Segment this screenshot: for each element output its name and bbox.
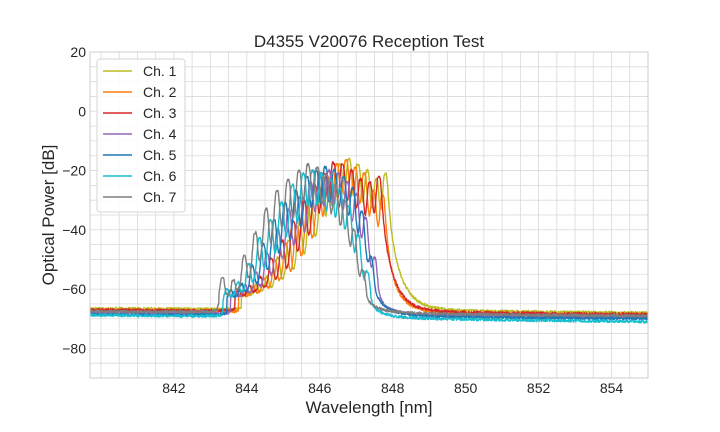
y-tick-label: −40 xyxy=(62,222,86,238)
x-tick-label: 846 xyxy=(308,380,332,396)
series-line-ch-7 xyxy=(89,162,649,318)
y-axis-label: Optical Power [dB] xyxy=(39,145,58,286)
x-tick-label: 844 xyxy=(235,380,259,396)
series-line-ch-3 xyxy=(89,161,649,317)
y-tick-label: 0 xyxy=(78,103,86,119)
y-tick-labels: 20 0 −20 −40 −60 −80 xyxy=(62,44,86,356)
y-tick-label: −20 xyxy=(62,163,86,179)
legend-label: Ch. 7 xyxy=(143,189,177,205)
legend-label: Ch. 2 xyxy=(143,84,177,100)
series-layer xyxy=(89,157,649,324)
y-tick-label: −80 xyxy=(62,340,86,356)
legend-label: Ch. 4 xyxy=(143,126,177,142)
y-tick-label: −60 xyxy=(62,281,86,297)
x-tick-label: 854 xyxy=(600,380,624,396)
legend-label: Ch. 6 xyxy=(143,168,177,184)
x-axis-label: Wavelength [nm] xyxy=(306,398,433,417)
legend: Ch. 1 Ch. 2 Ch. 3 Ch. 4 Ch. 5 Ch. 6 Ch. 7 xyxy=(96,58,186,213)
x-tick-label: 850 xyxy=(454,380,478,396)
x-tick-labels: 842 844 846 848 850 852 854 xyxy=(162,380,623,396)
y-tick-label: 20 xyxy=(70,44,86,60)
legend-label: Ch. 5 xyxy=(143,147,177,163)
plot-frame xyxy=(89,51,649,379)
chart-title: D4355 V20076 Reception Test xyxy=(254,32,485,51)
legend-box xyxy=(96,58,186,213)
x-tick-label: 848 xyxy=(381,380,405,396)
legend-label: Ch. 1 xyxy=(143,63,177,79)
legend-label: Ch. 3 xyxy=(143,105,177,121)
x-tick-label: 852 xyxy=(527,380,551,396)
x-tick-label: 842 xyxy=(162,380,186,396)
series-line-ch-6 xyxy=(89,169,649,324)
